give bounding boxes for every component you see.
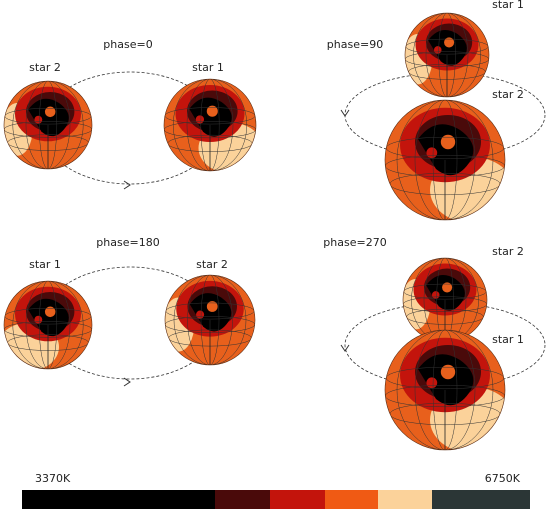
- warm-patch: [426, 147, 438, 159]
- colorbar-segment: [22, 490, 215, 509]
- warm-patch: [433, 46, 442, 54]
- colorbar-segment: [325, 490, 378, 509]
- warm-patch: [44, 306, 56, 318]
- colorbar-segment: [270, 490, 325, 509]
- star-label: star 1: [492, 333, 524, 346]
- meridian-line: [172, 79, 248, 171]
- star-label: star 1: [192, 61, 224, 74]
- star-sphere: [385, 100, 505, 220]
- warm-patch: [44, 106, 56, 118]
- star-sphere: [405, 13, 489, 97]
- star-label: star 1: [492, 0, 524, 11]
- colorbar-segment: [432, 490, 530, 509]
- meridian-line: [38, 81, 58, 169]
- meridian-line: [200, 275, 220, 365]
- orbit-arrow: [340, 344, 350, 352]
- star-outline: [164, 274, 256, 366]
- star-label: star 2: [492, 245, 524, 258]
- star-outline: [3, 280, 93, 370]
- star-label: star 2: [29, 61, 61, 74]
- star-outline: [384, 329, 506, 451]
- cool-spot: [418, 124, 474, 176]
- meridian-line: [436, 258, 454, 342]
- warm-patch: [196, 310, 205, 319]
- meridian-line: [186, 79, 234, 171]
- meridian-line: [423, 258, 467, 342]
- colorbar-segment: [215, 490, 270, 509]
- warm-patch: [195, 115, 205, 124]
- meridian-line: [200, 79, 220, 171]
- colorbar-segment: [378, 490, 432, 509]
- colorbar-max-label: 6750K: [485, 472, 521, 485]
- warm-patch: [34, 115, 43, 124]
- star-sphere: [4, 81, 92, 169]
- meridian-line: [187, 275, 233, 365]
- phase-label: phase=180: [96, 236, 159, 249]
- star-outline: [404, 12, 490, 98]
- star-sphere: [385, 330, 505, 450]
- warm-patch: [440, 364, 456, 380]
- meridian-line: [411, 258, 479, 342]
- meridian-line: [432, 330, 458, 450]
- meridian-line: [432, 100, 458, 220]
- star-sphere: [403, 258, 487, 342]
- warm-patch: [440, 134, 456, 150]
- star-label: star 2: [492, 88, 524, 101]
- orbit-arrow: [123, 180, 131, 190]
- star-outline: [163, 78, 257, 172]
- phase-label: phase=270: [323, 236, 386, 249]
- panel: phase=90 star 1 star 2: [327, 0, 546, 221]
- star-label: star 2: [196, 258, 228, 271]
- meridian-line: [414, 100, 476, 220]
- meridian-line: [25, 281, 71, 369]
- warm-patch: [34, 315, 43, 324]
- meridian-line: [413, 13, 481, 97]
- warm-patch: [206, 105, 218, 117]
- colorbar-min-label: 3370K: [35, 472, 71, 485]
- meridian-line: [12, 81, 84, 169]
- star-outline: [3, 80, 93, 170]
- meridian-line: [12, 281, 84, 369]
- panel: phase=270 star 2 star 1: [323, 236, 546, 451]
- orbit-arrow: [340, 109, 350, 117]
- star-outline: [384, 99, 506, 221]
- meridian-line: [414, 330, 476, 450]
- cool-spot: [428, 29, 467, 66]
- phase-label: phase=90: [327, 38, 383, 51]
- orbit-arrow: [123, 377, 131, 387]
- star-label: star 1: [29, 258, 61, 271]
- phase-label: phase=0: [103, 38, 152, 51]
- warm-patch: [444, 37, 455, 48]
- cool-spot: [426, 274, 465, 311]
- cool-spot: [189, 293, 232, 332]
- warm-patch: [442, 282, 453, 293]
- cool-spot: [189, 97, 232, 137]
- warm-patch: [206, 301, 218, 312]
- meridian-line: [396, 330, 494, 450]
- meridian-line: [25, 81, 71, 169]
- colorbar: 3370K 6750K: [22, 472, 530, 509]
- panel: phase=0 star 2 star 1: [3, 38, 257, 190]
- meridian-line: [173, 275, 247, 365]
- star-sphere: [165, 275, 255, 365]
- cool-spot: [28, 98, 69, 137]
- panel: phase=180 star 1 star 2: [3, 236, 256, 387]
- meridian-line: [425, 13, 469, 97]
- warm-patch: [426, 377, 438, 389]
- meridian-line: [38, 281, 58, 369]
- cool-spot: [28, 298, 69, 337]
- meridian-line: [396, 100, 494, 220]
- cool-spot: [418, 354, 474, 406]
- star-sphere: [4, 281, 92, 369]
- warm-patch: [431, 291, 440, 299]
- meridian-line: [438, 13, 456, 97]
